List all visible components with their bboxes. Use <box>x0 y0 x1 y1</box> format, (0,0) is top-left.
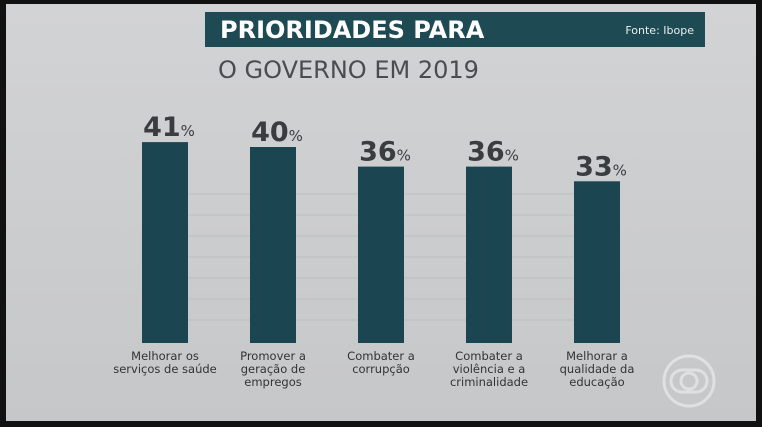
x-tick-label: Combater a corrupção <box>347 349 415 376</box>
bar <box>574 181 620 343</box>
screen: PRIORIDADES PARA Fonte: Ibope O GOVERNO … <box>6 4 756 421</box>
value-label: 41% <box>143 112 195 143</box>
value-label: 40% <box>251 117 303 148</box>
x-tick-label: Melhorar a qualidade da educação <box>559 349 635 389</box>
chart-title: PRIORIDADES PARA <box>220 16 485 44</box>
chart: PRIORIDADES PARA Fonte: Ibope O GOVERNO … <box>142 12 716 408</box>
value-label: 36% <box>359 137 411 168</box>
chart-subtitle: O GOVERNO EM 2019 <box>218 56 479 84</box>
x-tick-label: Combater a violência e a criminalidade <box>449 349 529 389</box>
bar <box>358 166 404 343</box>
bar <box>466 166 512 343</box>
title-box <box>205 12 705 47</box>
source: Fonte: Ibope <box>625 24 694 37</box>
bar <box>250 147 296 343</box>
bar <box>142 142 188 343</box>
value-label: 33% <box>575 151 627 182</box>
logo <box>662 354 716 408</box>
x-tick-label: Promover a geração de empregos <box>240 349 306 389</box>
x-tick-label: Melhorar os serviços de saúde <box>113 349 217 376</box>
value-label: 36% <box>467 137 519 168</box>
